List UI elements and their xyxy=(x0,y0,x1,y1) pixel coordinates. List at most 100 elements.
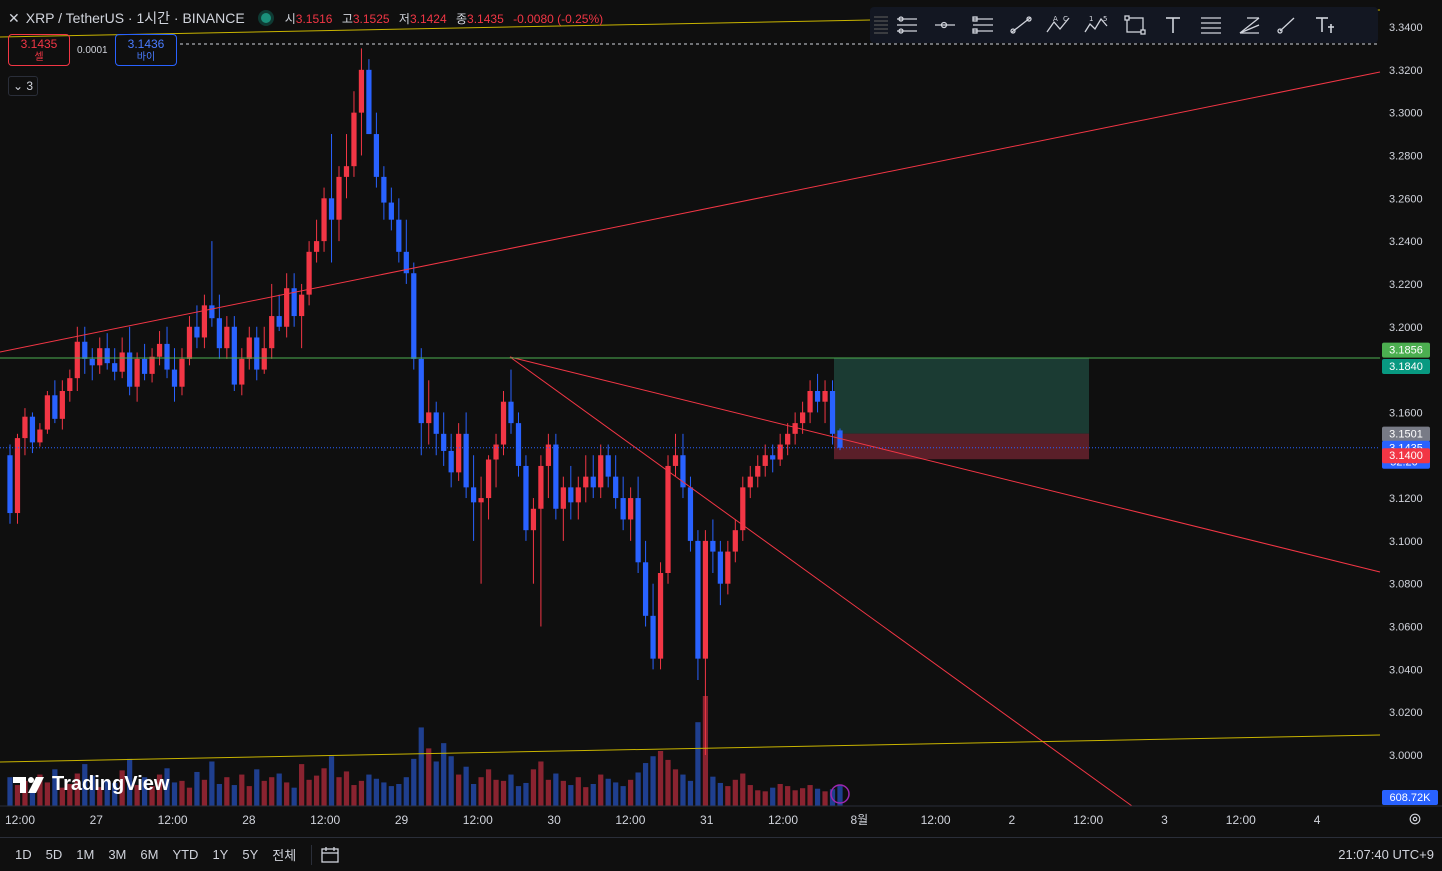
settings-gear-icon[interactable] xyxy=(1408,812,1422,826)
volume-bar xyxy=(246,786,252,806)
volume-bar xyxy=(628,779,634,806)
candle-body xyxy=(426,412,432,424)
candle-body xyxy=(284,288,290,327)
tradingview-logo[interactable]: TradingView xyxy=(12,773,169,796)
volume-bar xyxy=(418,727,424,806)
trend-line-icon[interactable] xyxy=(1002,10,1040,40)
volume-bar xyxy=(740,773,746,806)
fib-retracement-icon[interactable] xyxy=(1192,10,1230,40)
range-5y[interactable]: 5Y xyxy=(242,847,259,862)
stop-loss-zone[interactable] xyxy=(834,433,1089,460)
candle-body xyxy=(313,241,320,252)
text-icon[interactable] xyxy=(1154,10,1192,40)
bottom-toolbar: 1D 5D 1M 3M 6M YTD 1Y 5Y 전체 21:07:40 UTC… xyxy=(0,837,1442,871)
drag-handle-icon[interactable] xyxy=(874,16,888,34)
candle-body xyxy=(127,352,133,387)
volume-bar xyxy=(590,784,596,806)
volume-bar xyxy=(545,779,551,806)
time-tick-label: 12:00 xyxy=(310,813,340,827)
candle-body xyxy=(67,378,73,391)
candle-body xyxy=(538,465,544,509)
candle-body xyxy=(732,530,738,552)
volume-bar xyxy=(239,774,245,806)
range-6m[interactable]: 6M xyxy=(140,847,159,862)
volume-bar xyxy=(269,777,275,806)
range-1y[interactable]: 1Y xyxy=(212,847,229,862)
svg-text:1: 1 xyxy=(1089,15,1093,23)
range-3m[interactable]: 3M xyxy=(108,847,127,862)
candle-body xyxy=(770,455,776,460)
volume-bar xyxy=(755,790,761,806)
volume-bar xyxy=(52,769,58,806)
date-range-calendar-icon[interactable] xyxy=(320,846,340,864)
volume-bar xyxy=(523,782,529,806)
range-5d[interactable]: 5D xyxy=(45,847,63,862)
candle-body xyxy=(785,433,791,445)
candle-body xyxy=(411,273,417,359)
support-trendline[interactable] xyxy=(0,734,1381,763)
volume-bar xyxy=(777,784,783,806)
position-zones xyxy=(834,357,1089,460)
symbol-icon[interactable]: ✕ xyxy=(8,9,20,26)
price-label-text: 3.1856 xyxy=(1389,345,1423,357)
volume-bar xyxy=(575,777,581,806)
price-tick-label: 3.2600 xyxy=(1389,193,1423,205)
volume-bar xyxy=(680,774,686,806)
volume-bar xyxy=(478,777,484,806)
volume-bar xyxy=(44,782,51,806)
text-note-icon[interactable] xyxy=(1306,10,1344,40)
rectangle-icon[interactable] xyxy=(1116,10,1154,40)
candle-body xyxy=(829,391,836,434)
parallel-channel-icon[interactable] xyxy=(964,10,1002,40)
candlestick-chart[interactable]: 3.3400 3.3200 3.3000 3.2800 3.2600 3.2400 3.22… xyxy=(0,0,1442,836)
candle-body xyxy=(299,294,305,317)
indicators-toggle[interactable]: ⌄ 3 xyxy=(8,76,38,96)
volume-bar xyxy=(642,763,649,806)
price-label-text: 3.1501 xyxy=(1389,429,1423,441)
range-ytd[interactable]: YTD xyxy=(172,847,199,862)
svg-text:C: C xyxy=(1063,15,1068,23)
descending-trendline-shallow[interactable] xyxy=(509,356,1381,573)
volume-bar xyxy=(201,779,208,806)
candle-body xyxy=(441,433,447,451)
descending-trendline-steep[interactable] xyxy=(509,356,1133,807)
range-1d[interactable]: 1D xyxy=(15,847,32,862)
price-label-box xyxy=(1382,342,1430,358)
candle-body xyxy=(470,487,477,503)
horizontal-lines-icon[interactable] xyxy=(888,10,926,40)
volume-bar xyxy=(254,769,260,806)
candle-body xyxy=(276,316,282,327)
candle-body xyxy=(321,198,327,242)
candle-body xyxy=(635,498,641,563)
volume-bar xyxy=(441,743,447,806)
fib-fan-icon[interactable] xyxy=(1230,10,1268,40)
volume-bar xyxy=(343,771,350,806)
candle-body xyxy=(351,112,357,167)
volume-bar xyxy=(381,782,387,806)
lightning-icon[interactable] xyxy=(830,784,850,804)
range-1m[interactable]: 1M xyxy=(76,847,95,862)
candle-body xyxy=(620,498,626,520)
candle-body xyxy=(44,395,51,430)
time-tick-label: 2 xyxy=(1009,813,1016,827)
range-all[interactable]: 전체 xyxy=(272,848,297,863)
symbol-title[interactable]: XRP / TetherUS · 1시간 · BINANCE xyxy=(25,10,245,26)
candle-body xyxy=(179,358,185,387)
candle-body xyxy=(500,401,507,445)
clock-timezone[interactable]: 21:07:40 UTC+9 xyxy=(1338,847,1434,862)
horizontal-ray-icon[interactable] xyxy=(926,10,964,40)
volume-bar xyxy=(433,761,439,806)
volume-bar xyxy=(560,780,566,806)
take-profit-zone[interactable] xyxy=(834,357,1089,434)
volume-bar xyxy=(82,764,88,806)
brush-icon[interactable] xyxy=(1268,10,1306,40)
price-tick-label: 3.3000 xyxy=(1389,108,1423,120)
buy-button[interactable]: 3.1436 바이 xyxy=(115,34,177,66)
rising-trendline[interactable] xyxy=(0,71,1381,353)
ohlc-change: -0.0080 (-0.25%) xyxy=(513,11,604,26)
sell-button[interactable]: 3.1435 셀 xyxy=(8,34,70,66)
candle-body xyxy=(82,341,88,359)
tradingview-logo-icon xyxy=(13,776,44,793)
